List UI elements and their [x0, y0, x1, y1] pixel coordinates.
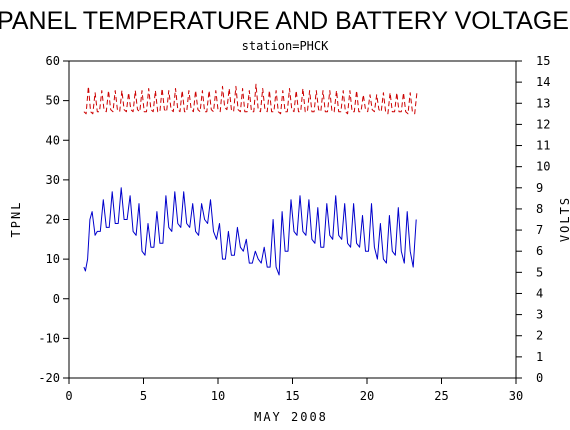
y-left-tick-label: 30: [46, 173, 60, 187]
y-left-tick-label: 10: [46, 252, 60, 266]
chart-subtitle: station=PHCK: [242, 39, 329, 53]
y-axis-right-label: VOLTS: [558, 196, 570, 242]
x-tick-label: 0: [65, 389, 72, 403]
y-left-tick-label: 50: [46, 94, 60, 108]
y-right-tick-label: 1: [536, 350, 543, 364]
y-left-tick-label: 0: [53, 292, 60, 306]
y-left-tick-label: 20: [46, 213, 60, 227]
y-right-tick-label: 6: [536, 244, 543, 258]
y-axis-left: -20 -10 0 10 20 30 40 50 60: [38, 54, 69, 385]
x-axis: 0 5 10 15 20 25 30: [65, 378, 523, 403]
x-tick-label: 30: [509, 389, 523, 403]
series-line-volts: [83, 83, 418, 115]
y-left-tick-label: 40: [46, 133, 60, 147]
y-right-tick-label: 13: [536, 96, 550, 110]
y-right-tick-label: 5: [536, 265, 543, 279]
y-left-tick-label: -20: [38, 371, 60, 385]
y-right-tick-label: 9: [536, 181, 543, 195]
y-axis-left-label: TPNL: [9, 201, 23, 238]
y-right-tick-label: 15: [536, 54, 550, 68]
x-tick-label: 25: [434, 389, 448, 403]
y-right-tick-label: 11: [536, 139, 550, 153]
y-right-tick-label: 14: [536, 75, 550, 89]
y-left-tick-label: 60: [46, 54, 60, 68]
y-right-tick-label: 7: [536, 223, 543, 237]
x-tick-label: 5: [140, 389, 147, 403]
y-right-tick-label: 8: [536, 202, 543, 216]
series-line-tpnl: [83, 187, 417, 276]
y-right-tick-label: 3: [536, 308, 543, 322]
y-right-tick-label: 0: [536, 371, 543, 385]
x-tick-label: 10: [211, 389, 225, 403]
x-axis-label: MAY 2008: [254, 410, 328, 424]
x-tick-label: 15: [285, 389, 299, 403]
y-left-tick-label: -10: [38, 331, 60, 345]
y-right-tick-label: 4: [536, 286, 543, 300]
y-right-tick-label: 10: [536, 160, 550, 174]
y-right-tick-label: 12: [536, 117, 550, 131]
chart-title: PANEL TEMPERATURE AND BATTERY VOLTAGE: [0, 7, 569, 35]
series-group: [83, 83, 418, 276]
x-tick-label: 20: [360, 389, 374, 403]
y-right-tick-label: 2: [536, 329, 543, 343]
